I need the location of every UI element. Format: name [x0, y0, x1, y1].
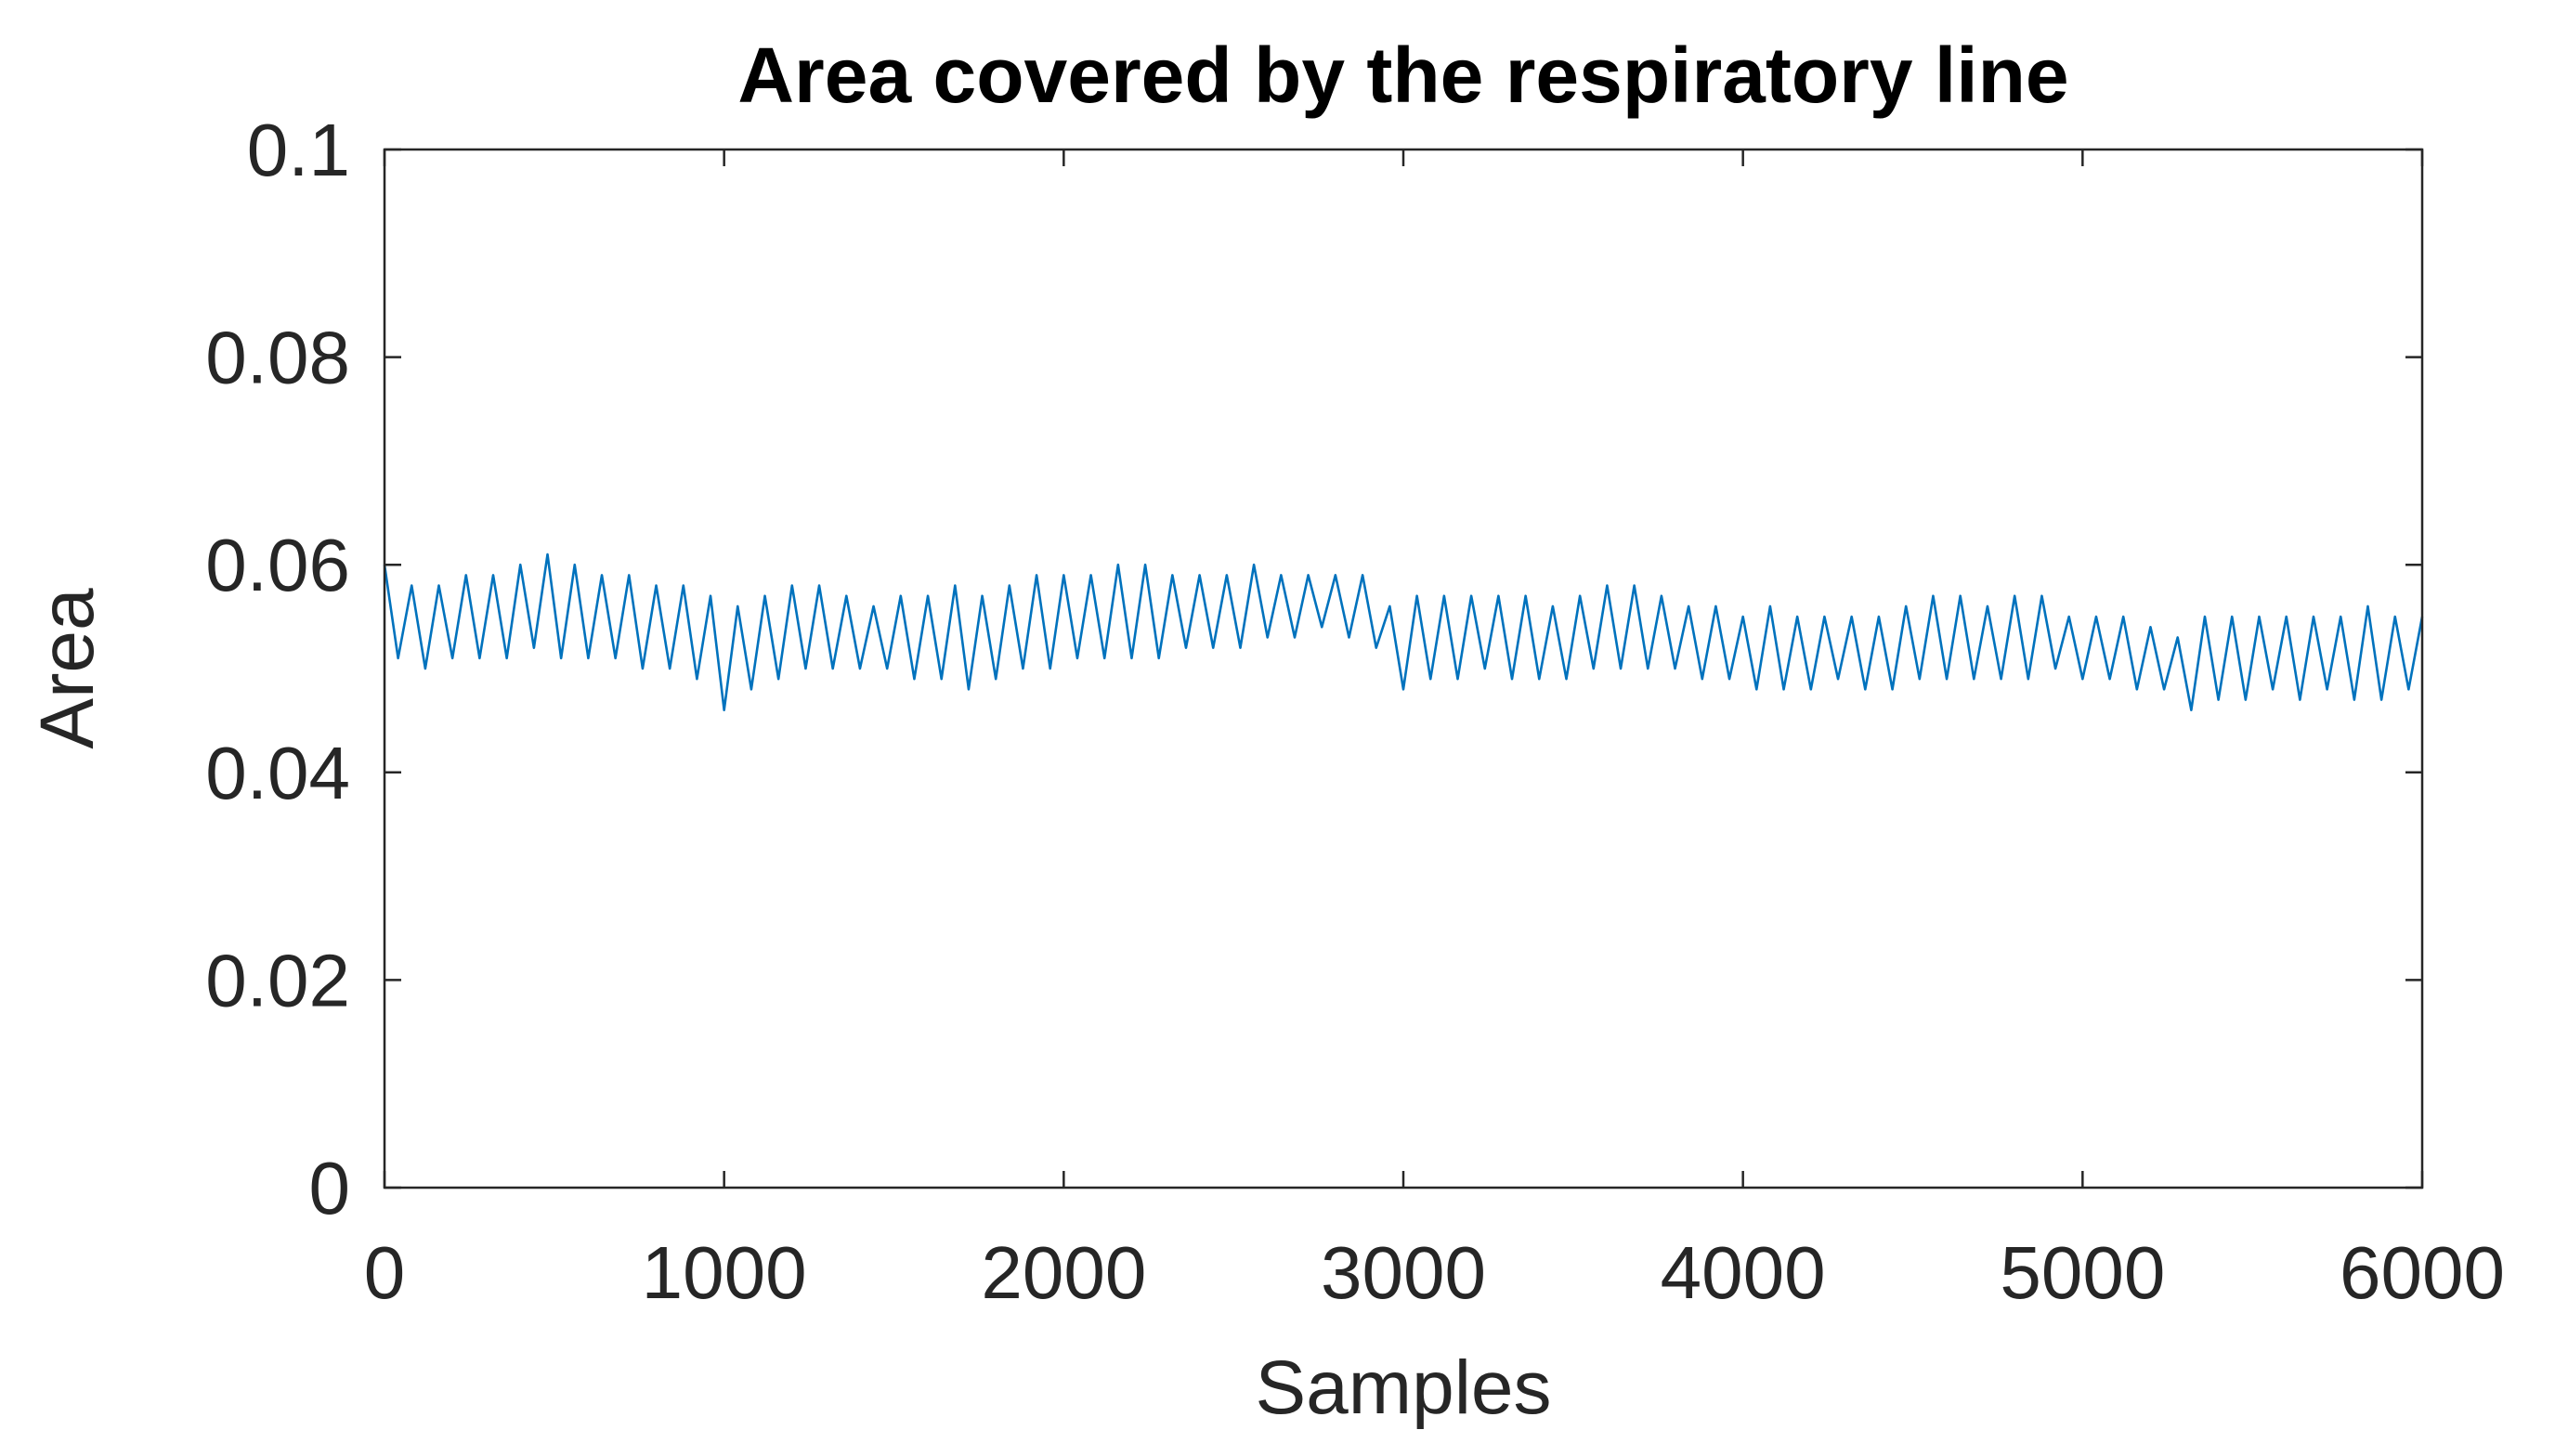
- x-axis-label: Samples: [1255, 1346, 1551, 1430]
- y-tick-label: 0.08: [205, 317, 350, 399]
- y-tick-label: 0.1: [247, 109, 350, 191]
- x-tick-label: 4000: [1661, 1231, 1826, 1314]
- y-tick-label: 0.06: [205, 524, 350, 606]
- x-tick-label: 5000: [2000, 1231, 2165, 1314]
- x-tick-label: 6000: [2340, 1231, 2505, 1314]
- chart-title: Area covered by the respiratory line: [737, 32, 2068, 119]
- x-tick-label: 3000: [1321, 1231, 1486, 1314]
- x-tick-label: 1000: [642, 1231, 807, 1314]
- plot-frame: [383, 148, 2424, 1190]
- y-tick-label: 0.04: [205, 732, 350, 814]
- x-tick-label: 2000: [981, 1231, 1146, 1314]
- y-axis-label: Area: [25, 588, 110, 749]
- x-tick-label: 0: [364, 1231, 406, 1314]
- data-line: [383, 552, 2424, 712]
- y-tick-label: 0: [309, 1147, 351, 1229]
- y-tick-label: 0.02: [205, 939, 350, 1021]
